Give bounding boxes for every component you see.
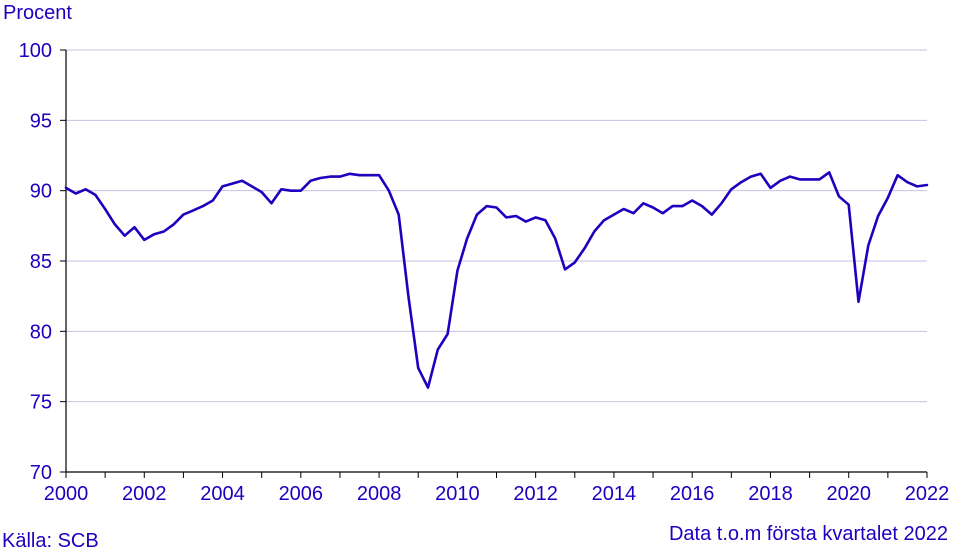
x-tick-label: 2012 — [513, 483, 558, 505]
y-tick-label: 95 — [30, 110, 52, 132]
data-note: Data t.o.m första kvartalet 2022 — [668, 523, 948, 545]
y-tick-label: 100 — [19, 40, 52, 62]
x-tick-label: 2010 — [435, 483, 480, 505]
y-tick-label: 85 — [30, 251, 52, 273]
axes — [60, 49, 928, 478]
y-tick-label: 70 — [30, 462, 52, 484]
x-tick-label: 2008 — [357, 483, 402, 505]
x-tick-label: 2022 — [905, 483, 950, 505]
x-tick-label: 2020 — [826, 483, 871, 505]
source-note: Källa: SCB — [2, 530, 99, 552]
y-tick-labels: 70 75 80 85 90 95 100 — [19, 40, 52, 484]
series-line — [64, 171, 929, 389]
x-tick-label: 2018 — [748, 483, 793, 505]
x-tick-labels: 2000 2002 2004 2006 2008 2010 2012 2014 2016 2018… — [44, 483, 950, 505]
x-tick-label: 2006 — [279, 483, 324, 505]
x-tick-label: 2000 — [44, 483, 89, 505]
y-axis-label: Procent — [3, 2, 72, 24]
x-tick-label: 2004 — [200, 483, 245, 505]
x-tick-label: 2014 — [592, 483, 637, 505]
x-tick-label: 2016 — [670, 483, 715, 505]
y-tick-label: 90 — [30, 181, 52, 203]
x-tick-label: 2002 — [122, 483, 167, 505]
y-tick-label: 80 — [30, 321, 52, 343]
y-tick-label: 75 — [30, 392, 52, 414]
gridlines — [66, 49, 927, 403]
series-group — [64, 171, 929, 389]
